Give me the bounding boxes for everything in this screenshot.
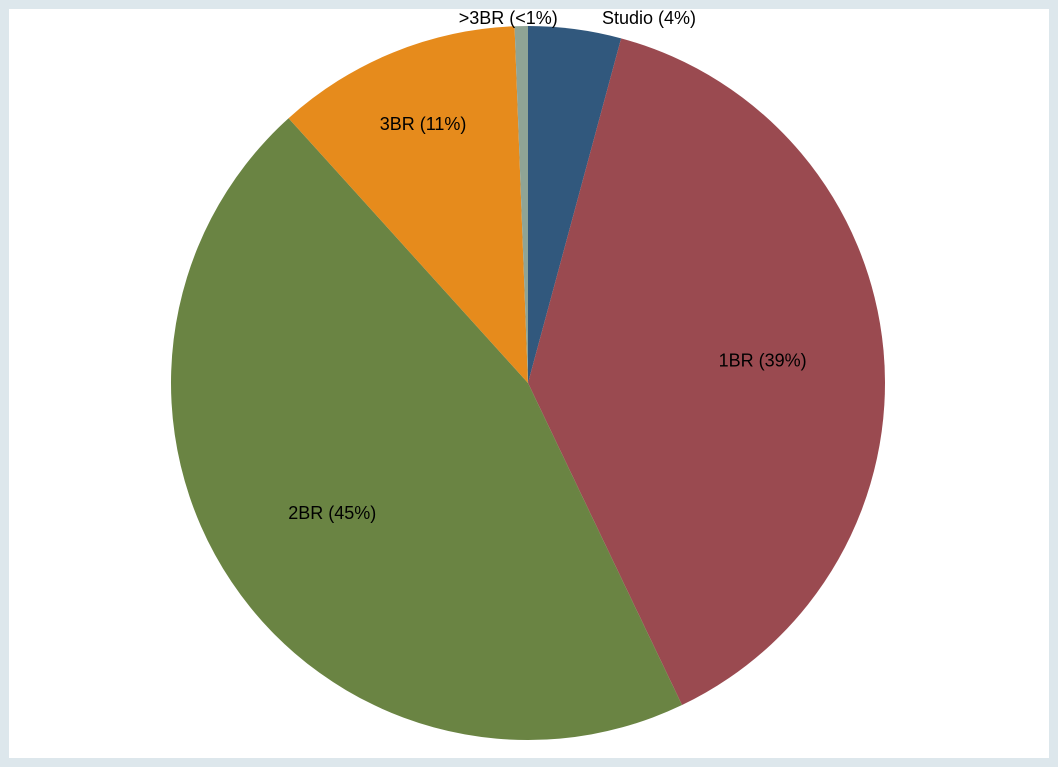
pie-slice [528, 26, 622, 383]
pie-slice [514, 26, 528, 383]
pie-slice [170, 118, 683, 741]
slice-label: 3BR (11%) [380, 114, 467, 134]
pie-slice [528, 38, 886, 706]
slice-label: Studio (4%) [602, 8, 696, 28]
slice-label: >3BR (<1%) [459, 8, 558, 28]
slice-label: 1BR (39%) [719, 350, 807, 370]
pie-slice [288, 26, 528, 383]
slice-label: 2BR (45%) [288, 503, 376, 523]
